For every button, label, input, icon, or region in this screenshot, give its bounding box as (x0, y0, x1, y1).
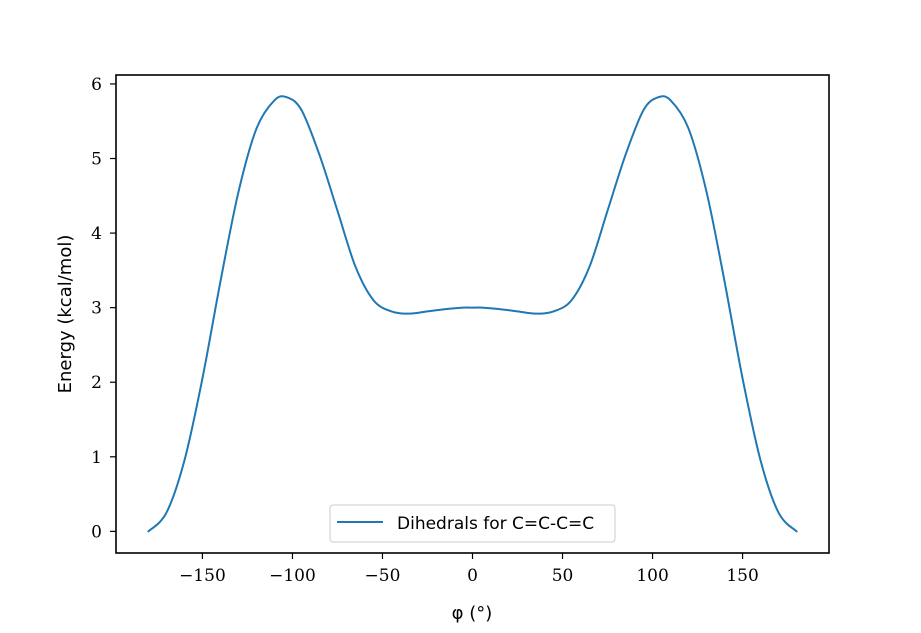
x-tick-label: 50 (552, 566, 574, 586)
x-axis-label: φ (°) (452, 603, 493, 624)
y-tick-label: 0 (91, 522, 102, 542)
legend: Dihedrals for C=C-C=C (329, 504, 616, 543)
y-tick-label: 4 (91, 224, 102, 244)
x-tick-label: −150 (179, 566, 226, 586)
y-tick-label: 1 (91, 448, 102, 468)
y-axis-label: Energy (kcal/mol) (55, 235, 76, 394)
y-tick-label: 2 (91, 373, 102, 393)
y-tick-label: 3 (91, 299, 102, 319)
x-tick-label: −100 (269, 566, 316, 586)
plot-area (116, 75, 829, 553)
legend-box (329, 504, 616, 543)
y-tick-label: 6 (91, 75, 102, 95)
x-tick-label: 150 (726, 566, 758, 586)
x-tick-label: 0 (467, 566, 478, 586)
x-tick-label: −50 (365, 566, 401, 586)
y-tick-label: 5 (91, 150, 102, 170)
y-axis: 0 1 2 3 4 5 6 (91, 75, 116, 542)
legend-label: Dihedrals for C=C-C=C (397, 514, 594, 534)
series-line (147, 95, 798, 533)
x-axis: −150 −100 −50 0 50 100 150 (179, 553, 759, 586)
x-tick-label: 100 (636, 566, 668, 586)
